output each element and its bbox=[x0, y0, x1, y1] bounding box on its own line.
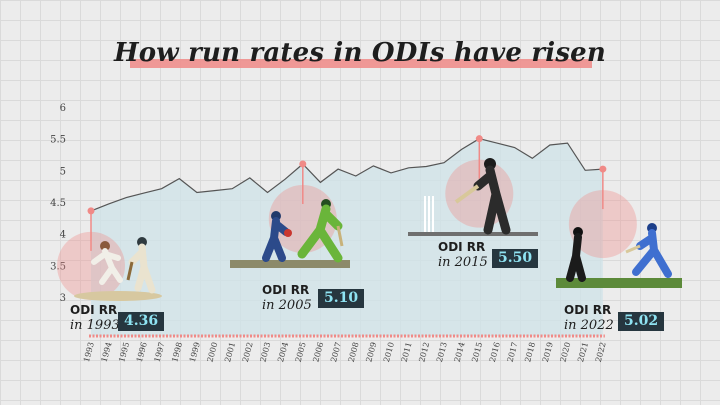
callout-year-label: in 2005 bbox=[262, 298, 312, 313]
x-tick-label: 1993 bbox=[82, 341, 96, 363]
x-tick-label: 2002 bbox=[241, 341, 255, 363]
photo-2005-batsman-keeper bbox=[230, 199, 350, 268]
x-tick-label: 1996 bbox=[135, 341, 149, 363]
chart-title: How run rates in ODIs have risen bbox=[113, 38, 607, 68]
batsman-figure bbox=[297, 199, 344, 263]
y-tick-label: 3.5 bbox=[50, 261, 66, 272]
highlight-point bbox=[299, 160, 307, 168]
photo-2015-batsman bbox=[408, 158, 538, 236]
pitch-strip bbox=[74, 291, 162, 301]
series-line bbox=[90, 138, 603, 212]
callout-year-label: in 2015 bbox=[438, 255, 488, 270]
photo-1993-bowler-batsman bbox=[74, 237, 162, 301]
x-tick-label: 2010 bbox=[382, 341, 396, 363]
x-tick-label: 2013 bbox=[435, 341, 449, 363]
x-tick-label: 2018 bbox=[523, 341, 537, 363]
x-tick-label: 1998 bbox=[170, 341, 184, 363]
x-tick-label: 1995 bbox=[117, 341, 131, 363]
x-tick-label: 2011 bbox=[400, 341, 414, 363]
x-tick-label: 2004 bbox=[276, 341, 290, 363]
y-tick-label: 5 bbox=[60, 166, 66, 177]
batsman-figure bbox=[454, 158, 511, 235]
y-tick-label: 6 bbox=[60, 103, 66, 114]
x-tick-label: 2014 bbox=[453, 341, 467, 363]
callout-value: 5.50 bbox=[492, 249, 539, 268]
x-tick-label: 1994 bbox=[100, 341, 114, 363]
y-tick-label: 3 bbox=[60, 293, 66, 304]
title-underline bbox=[130, 59, 592, 68]
callout-2015: ODI RR in 2015 5.50 bbox=[438, 240, 539, 271]
callout-label: ODI RR bbox=[70, 303, 118, 317]
callout-value: 5.02 bbox=[618, 312, 665, 331]
highlight-halo bbox=[568, 190, 637, 259]
photo-2022-batsman-keeper bbox=[556, 223, 682, 288]
x-tick-label: 2009 bbox=[364, 341, 378, 363]
batsman-figure bbox=[126, 237, 156, 294]
pitch-strip bbox=[408, 232, 538, 236]
x-tick-label: 2005 bbox=[294, 341, 308, 363]
x-tick-label: 2019 bbox=[541, 341, 555, 363]
callout-2022: ODI RR in 2022 5.02 bbox=[564, 303, 665, 334]
batsman-figure bbox=[625, 223, 672, 278]
x-tick-label: 2016 bbox=[488, 341, 502, 363]
highlight-point bbox=[475, 135, 483, 143]
wicketkeeper-figure bbox=[566, 227, 586, 282]
bowler-figure bbox=[91, 241, 123, 285]
highlight-point bbox=[87, 207, 95, 215]
y-tick-label: 5.5 bbox=[50, 135, 66, 146]
x-tick-label: 2003 bbox=[258, 341, 272, 363]
stumps bbox=[424, 196, 434, 232]
x-tick-label: 2007 bbox=[329, 341, 343, 363]
x-tick-label: 2000 bbox=[206, 341, 220, 363]
y-tick-label: 4 bbox=[60, 230, 66, 241]
x-tick-label: 2006 bbox=[311, 341, 325, 363]
x-tick-label: 1999 bbox=[188, 341, 202, 363]
x-tick-label: 2008 bbox=[347, 341, 361, 363]
pitch-strip bbox=[230, 260, 350, 268]
x-tick-label: 2012 bbox=[417, 341, 431, 363]
x-tick-label: 2015 bbox=[470, 341, 484, 363]
y-tick-label: 4.5 bbox=[50, 198, 66, 209]
callout-2005: ODI RR in 2005 5.10 bbox=[262, 283, 365, 314]
callout-1993: ODI RR in 1993 4.36 bbox=[70, 303, 165, 334]
callout-year-label: in 2022 bbox=[564, 318, 614, 333]
callout-label: ODI RR bbox=[262, 283, 310, 297]
callout-label: ODI RR bbox=[564, 303, 612, 317]
pitch-strip bbox=[556, 278, 682, 288]
callout-label: ODI RR bbox=[438, 240, 486, 254]
x-tick-label: 2001 bbox=[223, 341, 237, 363]
callout-year-label: in 1993 bbox=[70, 318, 120, 333]
x-tick-label: 1997 bbox=[153, 341, 167, 363]
callout-value: 5.10 bbox=[318, 289, 365, 308]
x-tick-label: 2022 bbox=[594, 341, 608, 363]
x-tick-label: 2017 bbox=[506, 341, 520, 363]
highlight-point bbox=[599, 165, 607, 173]
x-tick-label: 2020 bbox=[559, 341, 573, 363]
wicketkeeper-figure bbox=[262, 211, 292, 262]
callout-value: 4.36 bbox=[118, 312, 165, 331]
x-tick-label: 2021 bbox=[576, 341, 590, 363]
